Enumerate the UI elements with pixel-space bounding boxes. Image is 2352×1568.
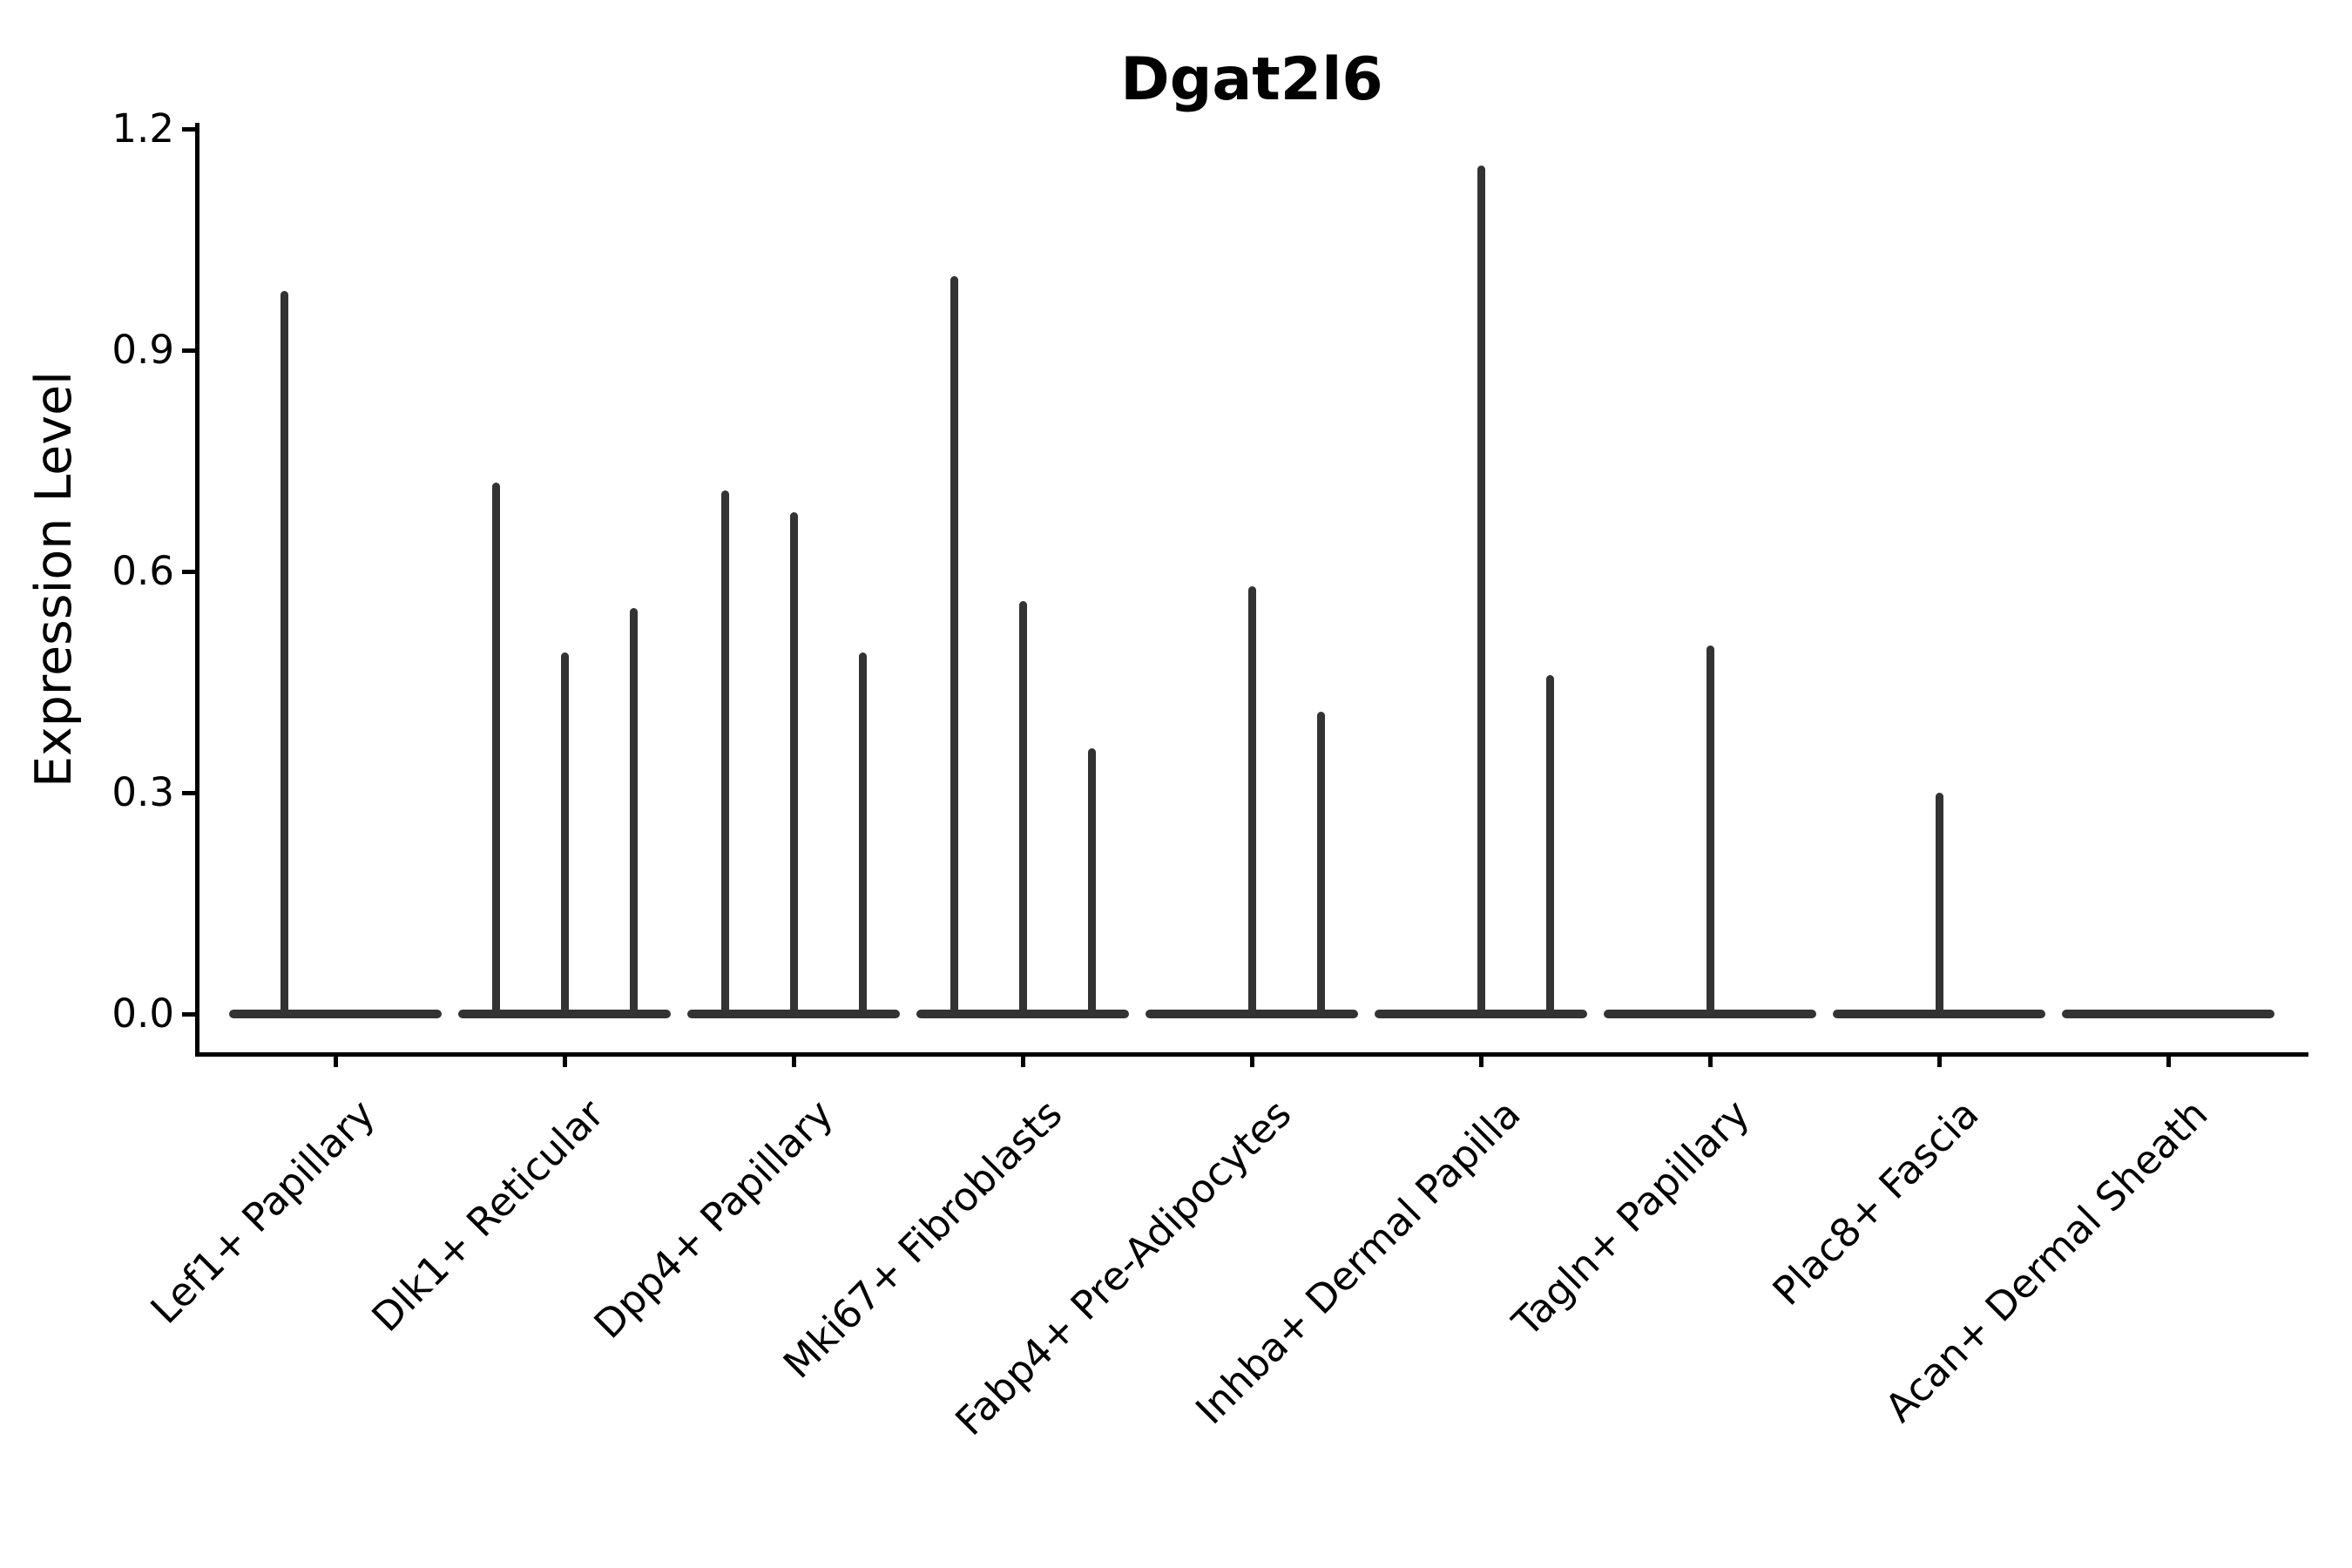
y-tick-label: 1.2 bbox=[112, 105, 174, 152]
x-tick bbox=[1479, 1054, 1484, 1067]
x-tick bbox=[1021, 1054, 1025, 1067]
violin-spike bbox=[950, 276, 958, 1014]
x-tick-label: Dlk1+ Reticular bbox=[362, 1091, 613, 1341]
x-tick-label: Fabp4+ Pre-Adipocytes bbox=[946, 1091, 1301, 1445]
violin-body bbox=[458, 1010, 671, 1018]
violin-spike bbox=[560, 652, 569, 1014]
violin-body bbox=[1833, 1010, 2045, 1018]
x-tick-label: Dpp4+ Papillary bbox=[585, 1091, 842, 1348]
x-tick bbox=[1708, 1054, 1713, 1067]
violin-spike bbox=[789, 512, 798, 1014]
violin-spike bbox=[1706, 645, 1714, 1014]
violin-body bbox=[229, 1010, 442, 1018]
y-tick bbox=[182, 126, 195, 132]
x-tick-label: Lef1+ Papillary bbox=[141, 1091, 384, 1333]
x-tick bbox=[334, 1054, 338, 1067]
violin-spike bbox=[491, 483, 500, 1014]
violin-spike bbox=[1316, 711, 1325, 1014]
y-tick-label: 0.3 bbox=[112, 768, 174, 815]
violin-spike bbox=[1545, 674, 1554, 1014]
violin-spike bbox=[1087, 748, 1096, 1014]
x-tick bbox=[563, 1054, 567, 1067]
x-tick bbox=[2166, 1054, 2171, 1067]
violin-spike bbox=[720, 490, 729, 1014]
x-tick-label: Tagln+ Papillary bbox=[1503, 1091, 1759, 1346]
violin-body bbox=[916, 1010, 1129, 1018]
violin-body bbox=[2062, 1010, 2274, 1018]
x-tick bbox=[792, 1054, 796, 1067]
y-axis-spine bbox=[195, 123, 199, 1057]
x-tick bbox=[1937, 1054, 1942, 1067]
x-tick-label: Mki67+ Fibroblasts bbox=[774, 1091, 1071, 1388]
violin-body bbox=[1146, 1010, 1358, 1018]
plot-title: Dgat2l6 bbox=[1120, 45, 1383, 114]
violin-spike bbox=[1935, 792, 1943, 1014]
violin-spike bbox=[1018, 600, 1027, 1014]
violin-spike bbox=[629, 608, 638, 1014]
y-tick-label: 0.9 bbox=[112, 326, 174, 373]
violin-body bbox=[1604, 1010, 1816, 1018]
x-tick-label: Acan+ Dermal Sheath bbox=[1876, 1091, 2217, 1431]
violin-spike bbox=[1477, 166, 1485, 1014]
violin-spike bbox=[858, 652, 867, 1014]
y-tick bbox=[182, 348, 195, 353]
x-tick-label: Plac8+ Fascia bbox=[1763, 1091, 1988, 1315]
violin-body bbox=[687, 1010, 900, 1018]
y-tick bbox=[182, 790, 195, 795]
violin-spike bbox=[1247, 585, 1256, 1014]
y-tick-label: 0.6 bbox=[112, 547, 174, 594]
y-tick bbox=[182, 1012, 195, 1017]
x-tick-label: Inhba+ Dermal Papilla bbox=[1186, 1091, 1530, 1434]
x-tick bbox=[1250, 1054, 1254, 1067]
violin-spike bbox=[280, 291, 288, 1014]
violin-body bbox=[1375, 1010, 1587, 1018]
y-tick-label: 0.0 bbox=[112, 990, 174, 1037]
y-tick bbox=[182, 569, 195, 574]
